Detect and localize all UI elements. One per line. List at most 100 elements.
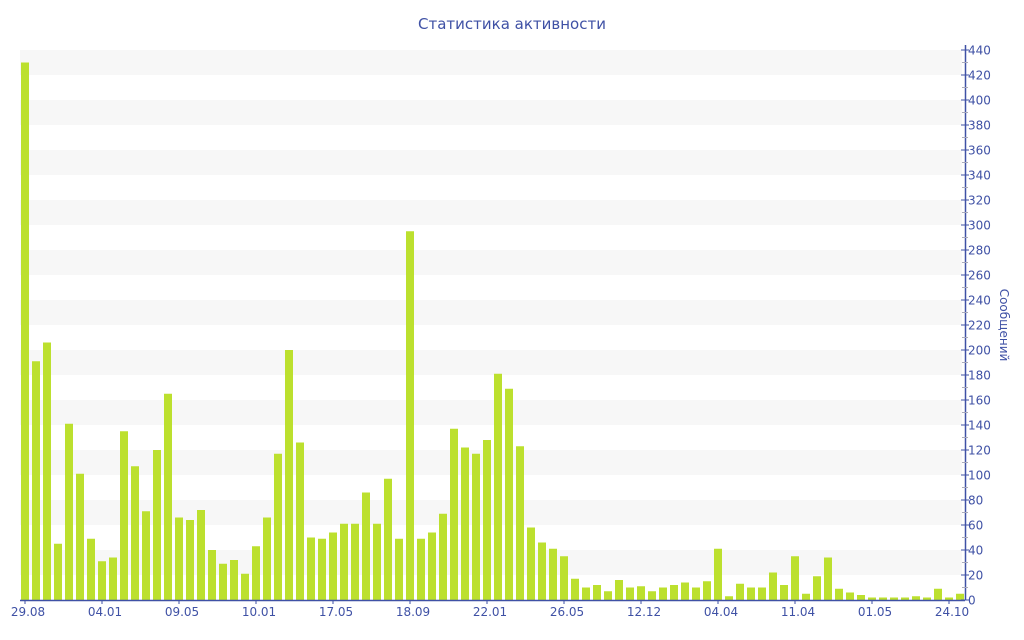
x-tick-label: 09.05 xyxy=(165,605,199,619)
bar xyxy=(43,342,51,600)
bar xyxy=(197,510,205,600)
bar xyxy=(681,582,689,600)
bar xyxy=(54,543,62,600)
x-tick-label: 01.05 xyxy=(858,605,892,619)
bar xyxy=(923,597,931,600)
y-tick-label: 140 xyxy=(968,419,991,433)
bar xyxy=(582,587,590,600)
bar xyxy=(692,587,700,600)
bar xyxy=(461,447,469,600)
bar xyxy=(417,538,425,600)
bar xyxy=(175,517,183,600)
bar xyxy=(725,596,733,600)
bar xyxy=(516,446,524,600)
bar xyxy=(120,431,128,600)
bar xyxy=(615,580,623,600)
bar xyxy=(483,440,491,600)
bar xyxy=(604,591,612,600)
bar xyxy=(758,587,766,600)
bar xyxy=(32,361,40,600)
y-tick-label: 440 xyxy=(968,44,991,58)
y-tick-label: 340 xyxy=(968,169,991,183)
bar xyxy=(164,393,172,600)
bar xyxy=(846,592,854,600)
grid-band xyxy=(20,400,962,425)
bar xyxy=(285,350,293,600)
bar xyxy=(472,453,480,600)
bar xyxy=(252,546,260,600)
bar xyxy=(736,583,744,600)
bar xyxy=(890,597,898,600)
bar xyxy=(87,538,95,600)
bar xyxy=(340,523,348,600)
bar xyxy=(131,466,139,600)
y-tick-label: 80 xyxy=(968,494,983,508)
y-tick-label: 160 xyxy=(968,394,991,408)
x-tick-label: 11.04 xyxy=(781,605,815,619)
bar xyxy=(868,597,876,600)
bar xyxy=(76,473,84,600)
bar xyxy=(153,450,161,600)
bar xyxy=(307,537,315,600)
bar xyxy=(824,557,832,600)
bar xyxy=(505,388,513,600)
grid-band xyxy=(20,200,962,225)
x-tick-label: 12.12 xyxy=(627,605,661,619)
bar xyxy=(494,373,502,600)
bar xyxy=(857,595,865,600)
bar xyxy=(791,556,799,600)
bar xyxy=(637,586,645,600)
bar xyxy=(98,561,106,600)
x-tick-label: 24.10 xyxy=(935,605,969,619)
chart-title: Статистика активности xyxy=(418,15,606,33)
bar xyxy=(142,511,150,600)
x-tick-label: 04.01 xyxy=(88,605,122,619)
bar xyxy=(593,585,601,600)
bar xyxy=(208,550,216,600)
x-tick-label: 10.01 xyxy=(242,605,276,619)
grid-band xyxy=(20,300,962,325)
bar xyxy=(945,597,953,600)
grid-band xyxy=(20,150,962,175)
x-tick-label: 17.05 xyxy=(319,605,353,619)
y-tick-label: 180 xyxy=(968,369,991,383)
x-tick-label: 22.01 xyxy=(473,605,507,619)
y-tick-label: 20 xyxy=(968,569,983,583)
y-tick-label: 280 xyxy=(968,244,991,258)
y-tick-label: 200 xyxy=(968,344,991,358)
bar xyxy=(549,548,557,600)
y-tick-label: 0 xyxy=(968,594,976,608)
bar xyxy=(934,588,942,600)
bar xyxy=(802,593,810,600)
y-tick-label: 400 xyxy=(968,94,991,108)
bar xyxy=(956,593,964,600)
bar xyxy=(373,523,381,600)
bar xyxy=(560,556,568,600)
bar xyxy=(109,557,117,600)
bar xyxy=(879,597,887,600)
bar xyxy=(406,231,414,600)
bar xyxy=(296,442,304,600)
y-tick-label: 420 xyxy=(968,69,991,83)
x-tick-label: 26.05 xyxy=(550,605,584,619)
bar xyxy=(670,585,678,600)
bar xyxy=(450,428,458,600)
x-tick-label: 04.04 xyxy=(704,605,738,619)
y-tick-label: 220 xyxy=(968,319,991,333)
grid-band xyxy=(20,100,962,125)
bar xyxy=(835,588,843,600)
bar xyxy=(901,597,909,600)
bar xyxy=(395,538,403,600)
bar xyxy=(538,542,546,600)
bar xyxy=(384,478,392,600)
bar xyxy=(648,591,656,600)
bar xyxy=(263,517,271,600)
bar xyxy=(626,587,634,600)
bar xyxy=(780,585,788,600)
bar xyxy=(241,573,249,600)
bar xyxy=(362,492,370,600)
bar xyxy=(714,548,722,600)
bar xyxy=(351,523,359,600)
bar xyxy=(230,560,238,600)
y-axis-label: Сообщений xyxy=(997,289,1011,362)
